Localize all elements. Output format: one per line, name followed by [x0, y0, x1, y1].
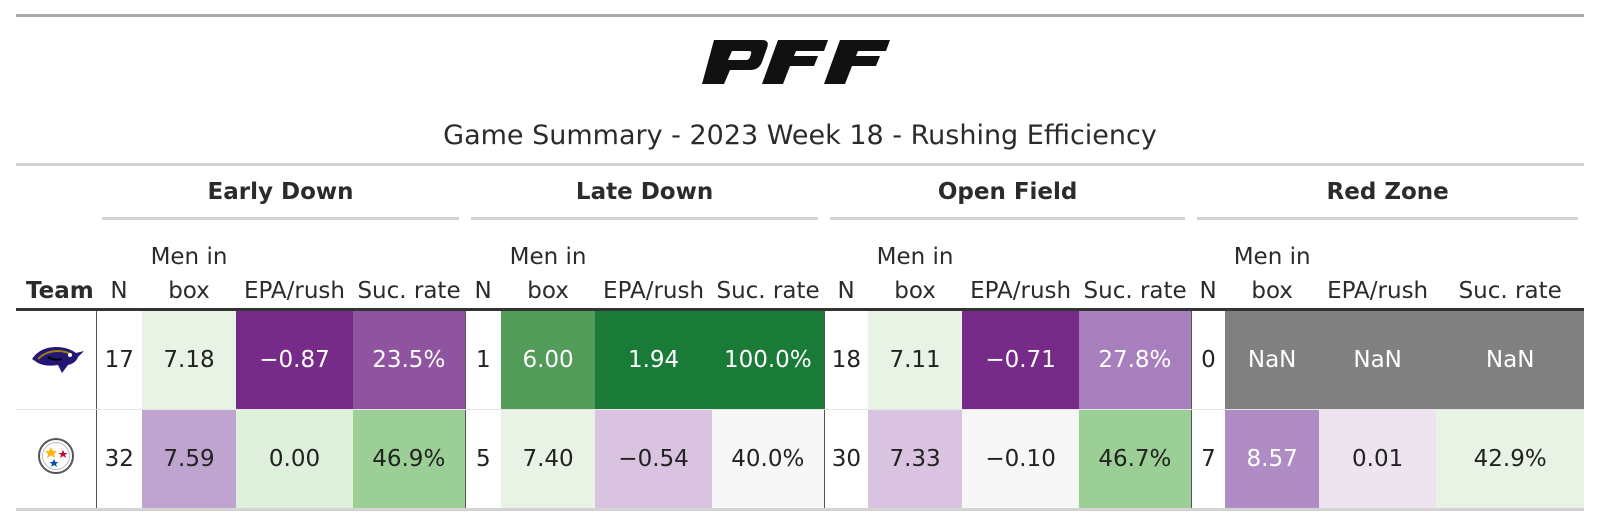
column-header-epa-rush: EPA/rush: [962, 228, 1080, 311]
late-down-epa-rush: 1.94: [595, 309, 713, 410]
early-down-epa-rush: 0.00: [236, 409, 353, 511]
open-field-men-in-box: 7.11: [868, 309, 963, 410]
early-down-success-rate: 46.9%: [353, 409, 466, 511]
column-header-success-rate: Suc. rate: [1436, 228, 1585, 311]
column-header-row: Team N Men in box EPA/rush Suc. rate N Me…: [16, 228, 1585, 311]
column-header-success-rate: Suc. rate: [1079, 228, 1192, 311]
team-logo-cell: [16, 309, 97, 410]
late-down-n: 5: [465, 409, 502, 511]
pff-logo: [702, 40, 890, 84]
column-header-men-in-box: Men in box: [1225, 228, 1320, 311]
column-header-men-in-box: Men in box: [868, 228, 963, 311]
column-header-team: Team: [16, 228, 96, 311]
group-header-row: Early Down Late Down Open Field Red Zone: [16, 166, 1584, 228]
rushing-efficiency-table: Early Down Late Down Open Field Red Zone…: [16, 166, 1585, 511]
red-zone-n: 0: [1191, 309, 1226, 410]
early-down-n: 32: [96, 409, 142, 511]
group-spacer: [16, 166, 96, 228]
group-header-red-zone: Red Zone: [1191, 166, 1584, 228]
red-zone-men-in-box: NaN: [1225, 309, 1320, 410]
open-field-n: 30: [824, 409, 869, 511]
red-zone-epa-rush: 0.01: [1319, 409, 1437, 511]
early-down-success-rate: 23.5%: [353, 309, 466, 410]
open-field-n: 18: [824, 309, 869, 410]
top-rule: [16, 14, 1584, 17]
late-down-success-rate: 40.0%: [712, 409, 825, 511]
red-zone-success-rate: NaN: [1436, 309, 1585, 410]
column-header-n: N: [824, 228, 869, 311]
late-down-men-in-box: 7.40: [501, 409, 596, 511]
early-down-men-in-box: 7.18: [142, 309, 236, 410]
group-header-open-field: Open Field: [824, 166, 1191, 228]
open-field-success-rate: 27.8%: [1079, 309, 1192, 410]
early-down-epa-rush: −0.87: [236, 309, 353, 410]
open-field-men-in-box: 7.33: [868, 409, 963, 511]
open-field-epa-rush: −0.71: [962, 309, 1080, 410]
red-zone-success-rate: 42.9%: [1436, 409, 1585, 511]
red-zone-men-in-box: 8.57: [1225, 409, 1320, 511]
late-down-n: 1: [465, 309, 502, 410]
red-zone-epa-rush: NaN: [1319, 309, 1437, 410]
red-zone-n: 7: [1191, 409, 1226, 511]
early-down-men-in-box: 7.59: [142, 409, 236, 511]
column-header-men-in-box: Men in box: [501, 228, 596, 311]
late-down-success-rate: 100.0%: [712, 309, 825, 410]
open-field-success-rate: 46.7%: [1079, 409, 1192, 511]
title-rule: [16, 163, 1584, 166]
column-header-epa-rush: EPA/rush: [1319, 228, 1437, 311]
ravens-logo-icon: [31, 347, 84, 373]
group-header-early-down: Early Down: [96, 166, 465, 228]
table-row: 17 7.18 −0.87 23.5% 1 6.00 1.94 100.0% 1…: [16, 309, 1585, 410]
late-down-men-in-box: 6.00: [501, 309, 596, 410]
column-header-n: N: [465, 228, 502, 311]
column-header-n: N: [96, 228, 142, 311]
column-header-men-in-box: Men in box: [142, 228, 236, 311]
column-header-success-rate: Suc. rate: [353, 228, 466, 311]
table-row: 32 7.59 0.00 46.9% 5 7.40 −0.54 40.0% 30…: [16, 409, 1585, 511]
team-logo-cell: [16, 409, 97, 511]
open-field-epa-rush: −0.10: [962, 409, 1080, 511]
column-header-success-rate: Suc. rate: [712, 228, 825, 311]
table-title: Game Summary - 2023 Week 18 - Rushing Ef…: [443, 120, 1157, 151]
column-header-epa-rush: EPA/rush: [236, 228, 353, 311]
late-down-epa-rush: −0.54: [595, 409, 713, 511]
column-header-epa-rush: EPA/rush: [595, 228, 713, 311]
steelers-logo-icon: [37, 438, 74, 474]
early-down-n: 17: [96, 309, 142, 410]
column-header-n: N: [1191, 228, 1226, 311]
group-header-late-down: Late Down: [465, 166, 824, 228]
